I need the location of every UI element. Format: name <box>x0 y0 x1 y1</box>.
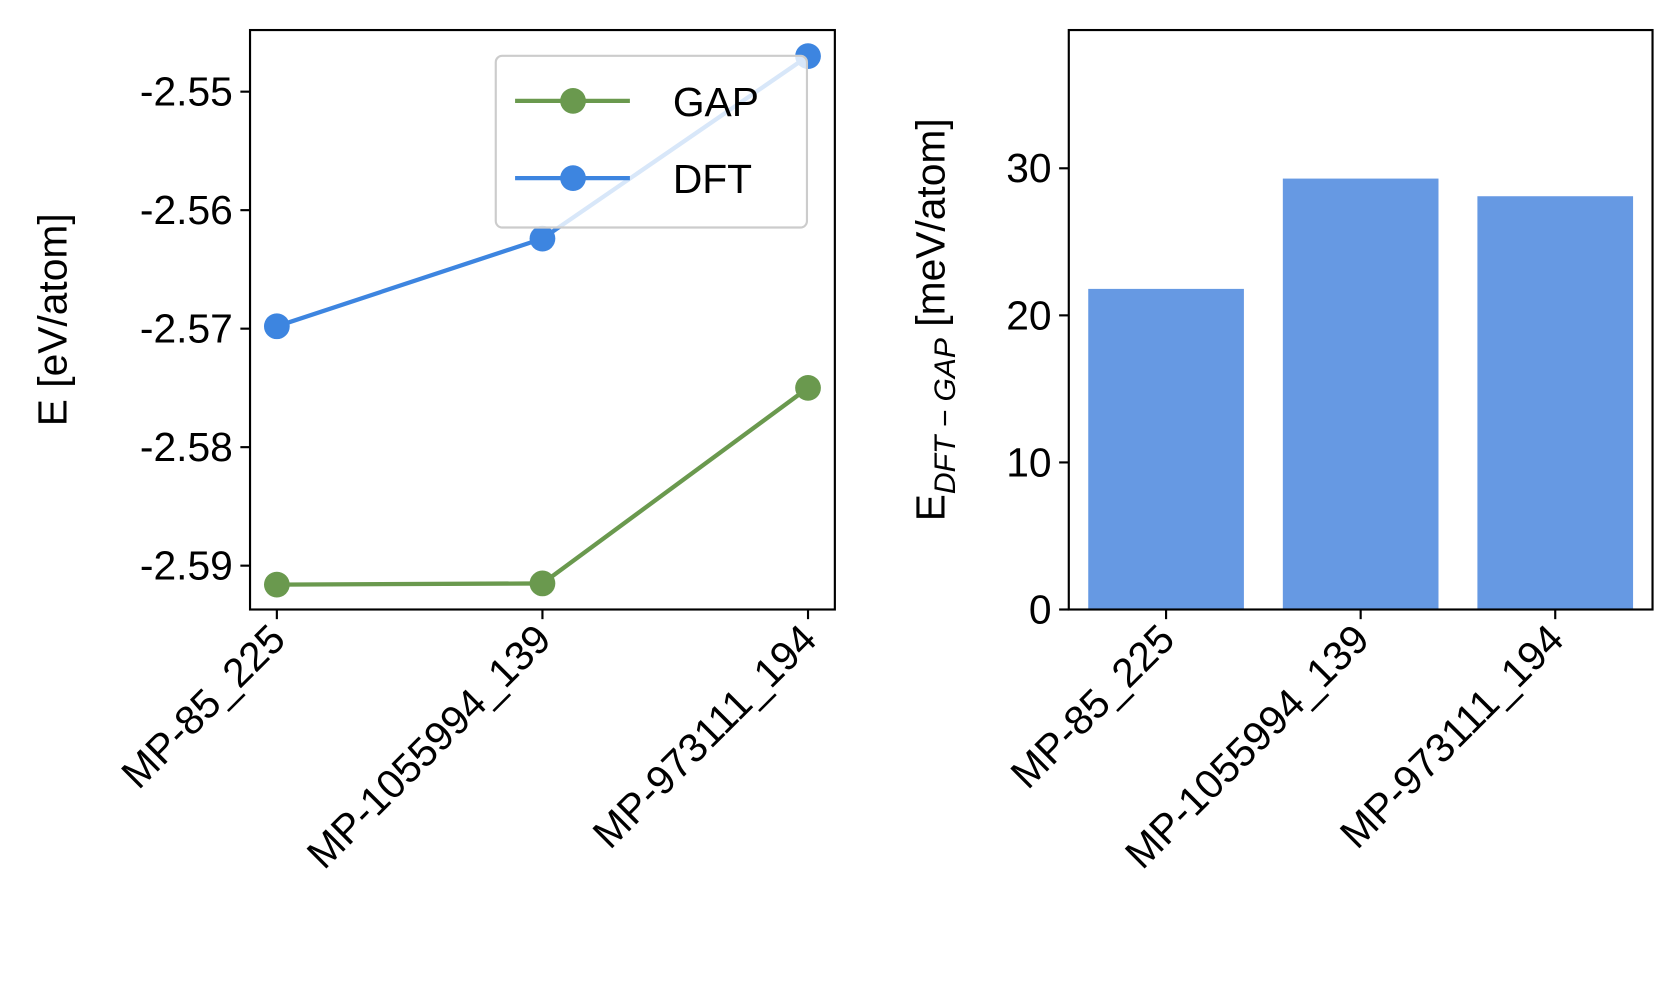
legend-label: GAP <box>673 79 759 125</box>
marker <box>795 375 821 401</box>
marker <box>263 571 290 598</box>
legend-marker <box>560 165 586 192</box>
y-tick-label: 30 <box>1006 145 1051 191</box>
y-tick-label: -2.56 <box>140 187 233 233</box>
y-tick-label: 10 <box>1006 439 1051 485</box>
bar <box>1477 196 1634 610</box>
y-label-subscript: DFT − GAP <box>929 338 962 494</box>
y-tick-label: 0 <box>1029 586 1052 632</box>
x-tick-label: MP-85_225 <box>1002 616 1184 798</box>
y-tick-label: -2.57 <box>140 306 233 352</box>
y-tick-label: -2.58 <box>140 424 233 470</box>
y-axis-label: E [eV/atom] <box>30 213 76 426</box>
marker <box>529 570 556 597</box>
bar <box>1282 178 1439 610</box>
y-label-suffix: [meV/atom] <box>907 118 953 338</box>
legend-box <box>494 54 809 229</box>
marker <box>529 225 556 252</box>
y-tick-label: 20 <box>1006 292 1051 338</box>
y-tick-label: -2.59 <box>140 543 233 589</box>
marker <box>263 313 290 340</box>
axes-frame <box>1067 28 1654 611</box>
x-tick-label: MP-1055994_139 <box>298 616 560 878</box>
legend-marker <box>560 87 586 114</box>
line <box>276 386 810 587</box>
axes-frame <box>248 28 836 611</box>
bar <box>1088 288 1244 610</box>
y-axis-label: EDFT − GAP [meV/atom] <box>907 118 962 521</box>
x-tick-label: MP-973111_194 <box>584 616 825 857</box>
y-label-main: E <box>907 494 953 521</box>
y-tick-label: -2.55 <box>140 69 233 115</box>
x-tick-label: MP-85_225 <box>112 616 294 798</box>
legend-label: DFT <box>673 156 752 202</box>
